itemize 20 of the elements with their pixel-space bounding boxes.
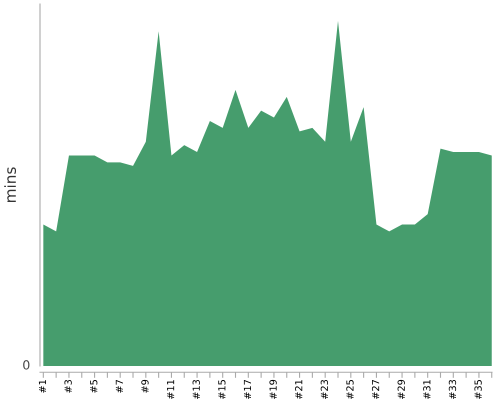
x-tick-label: #35 xyxy=(474,380,482,399)
x-tick-label: #33 xyxy=(448,380,456,399)
x-tick-label: #5 xyxy=(90,380,98,393)
y-axis-title: mins xyxy=(4,167,16,202)
x-tick-label: #29 xyxy=(398,380,405,399)
x-tick-label: #9 xyxy=(141,380,149,393)
text: 0 xyxy=(23,360,30,370)
x-tick-label: #11 xyxy=(167,380,174,399)
x-tick-label: #21 xyxy=(295,380,302,399)
x-tick-label: #25 xyxy=(346,380,354,399)
x-tick-label: #27 xyxy=(372,380,380,399)
x-tick-label: #15 xyxy=(218,380,226,399)
x-tick-label: #13 xyxy=(192,380,200,399)
x-tick-label: #23 xyxy=(320,380,328,399)
x-tick-label: #1 xyxy=(38,380,46,393)
x-tick-label: #3 xyxy=(64,380,72,393)
x-tick-label: #17 xyxy=(244,380,251,399)
x-tick-label: #7 xyxy=(116,380,123,393)
x-tick-label: #31 xyxy=(423,380,431,399)
x-tick-label: #19 xyxy=(269,380,277,399)
